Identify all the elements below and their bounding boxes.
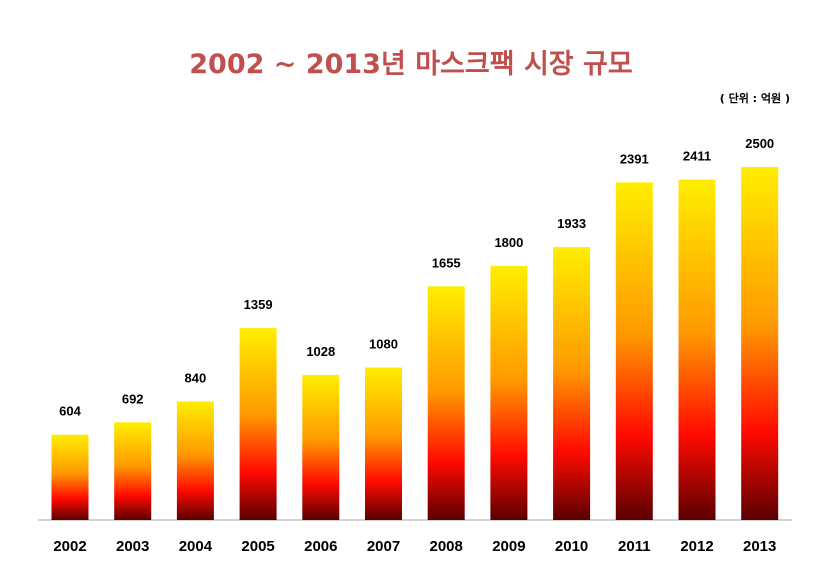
bar-2004: [176, 401, 214, 520]
x-tick-label: 2012: [680, 538, 713, 555]
data-label: 840: [185, 370, 207, 385]
data-label: 692: [122, 391, 144, 406]
x-tick-label: 2009: [492, 538, 525, 555]
data-label: 1933: [557, 216, 586, 231]
x-tick-label: 2004: [179, 538, 213, 555]
data-label: 604: [59, 404, 81, 419]
chart-title: 2002 ~ 2013년 마스크팩 시장 규모: [189, 49, 633, 80]
x-tick-label: 2008: [430, 538, 463, 555]
data-label: 1080: [369, 337, 398, 352]
bar-2002: [51, 434, 89, 520]
x-tick-label: 2003: [116, 538, 149, 555]
x-tick-label: 2011: [618, 538, 651, 555]
x-tick-label: 2005: [241, 538, 274, 555]
x-tick-label: 2002: [53, 538, 86, 555]
data-label: 1800: [494, 235, 523, 250]
bar-2008: [427, 286, 465, 520]
data-label: 1028: [306, 344, 335, 359]
x-tick-label: 2006: [304, 538, 337, 555]
bar-2006: [302, 374, 340, 520]
bar-2003: [114, 422, 152, 520]
data-label: 2391: [620, 151, 649, 166]
bar-2011: [615, 182, 653, 520]
x-tick-label: 2013: [743, 538, 776, 555]
bar-2013: [741, 167, 779, 520]
bar-2012: [678, 179, 716, 520]
bar-2007: [365, 367, 402, 520]
bar-2010: [553, 247, 591, 520]
bar-2005: [239, 328, 277, 520]
x-tick-label: 2007: [367, 538, 400, 555]
data-label: 1655: [432, 255, 461, 270]
bar-2009: [490, 265, 528, 520]
data-label: 1359: [244, 297, 273, 312]
data-label: 2500: [745, 136, 774, 151]
data-label: 2411: [683, 149, 711, 164]
x-tick-label: 2010: [555, 538, 588, 555]
unit-label: ( 단위 : 억원 ): [719, 92, 790, 105]
